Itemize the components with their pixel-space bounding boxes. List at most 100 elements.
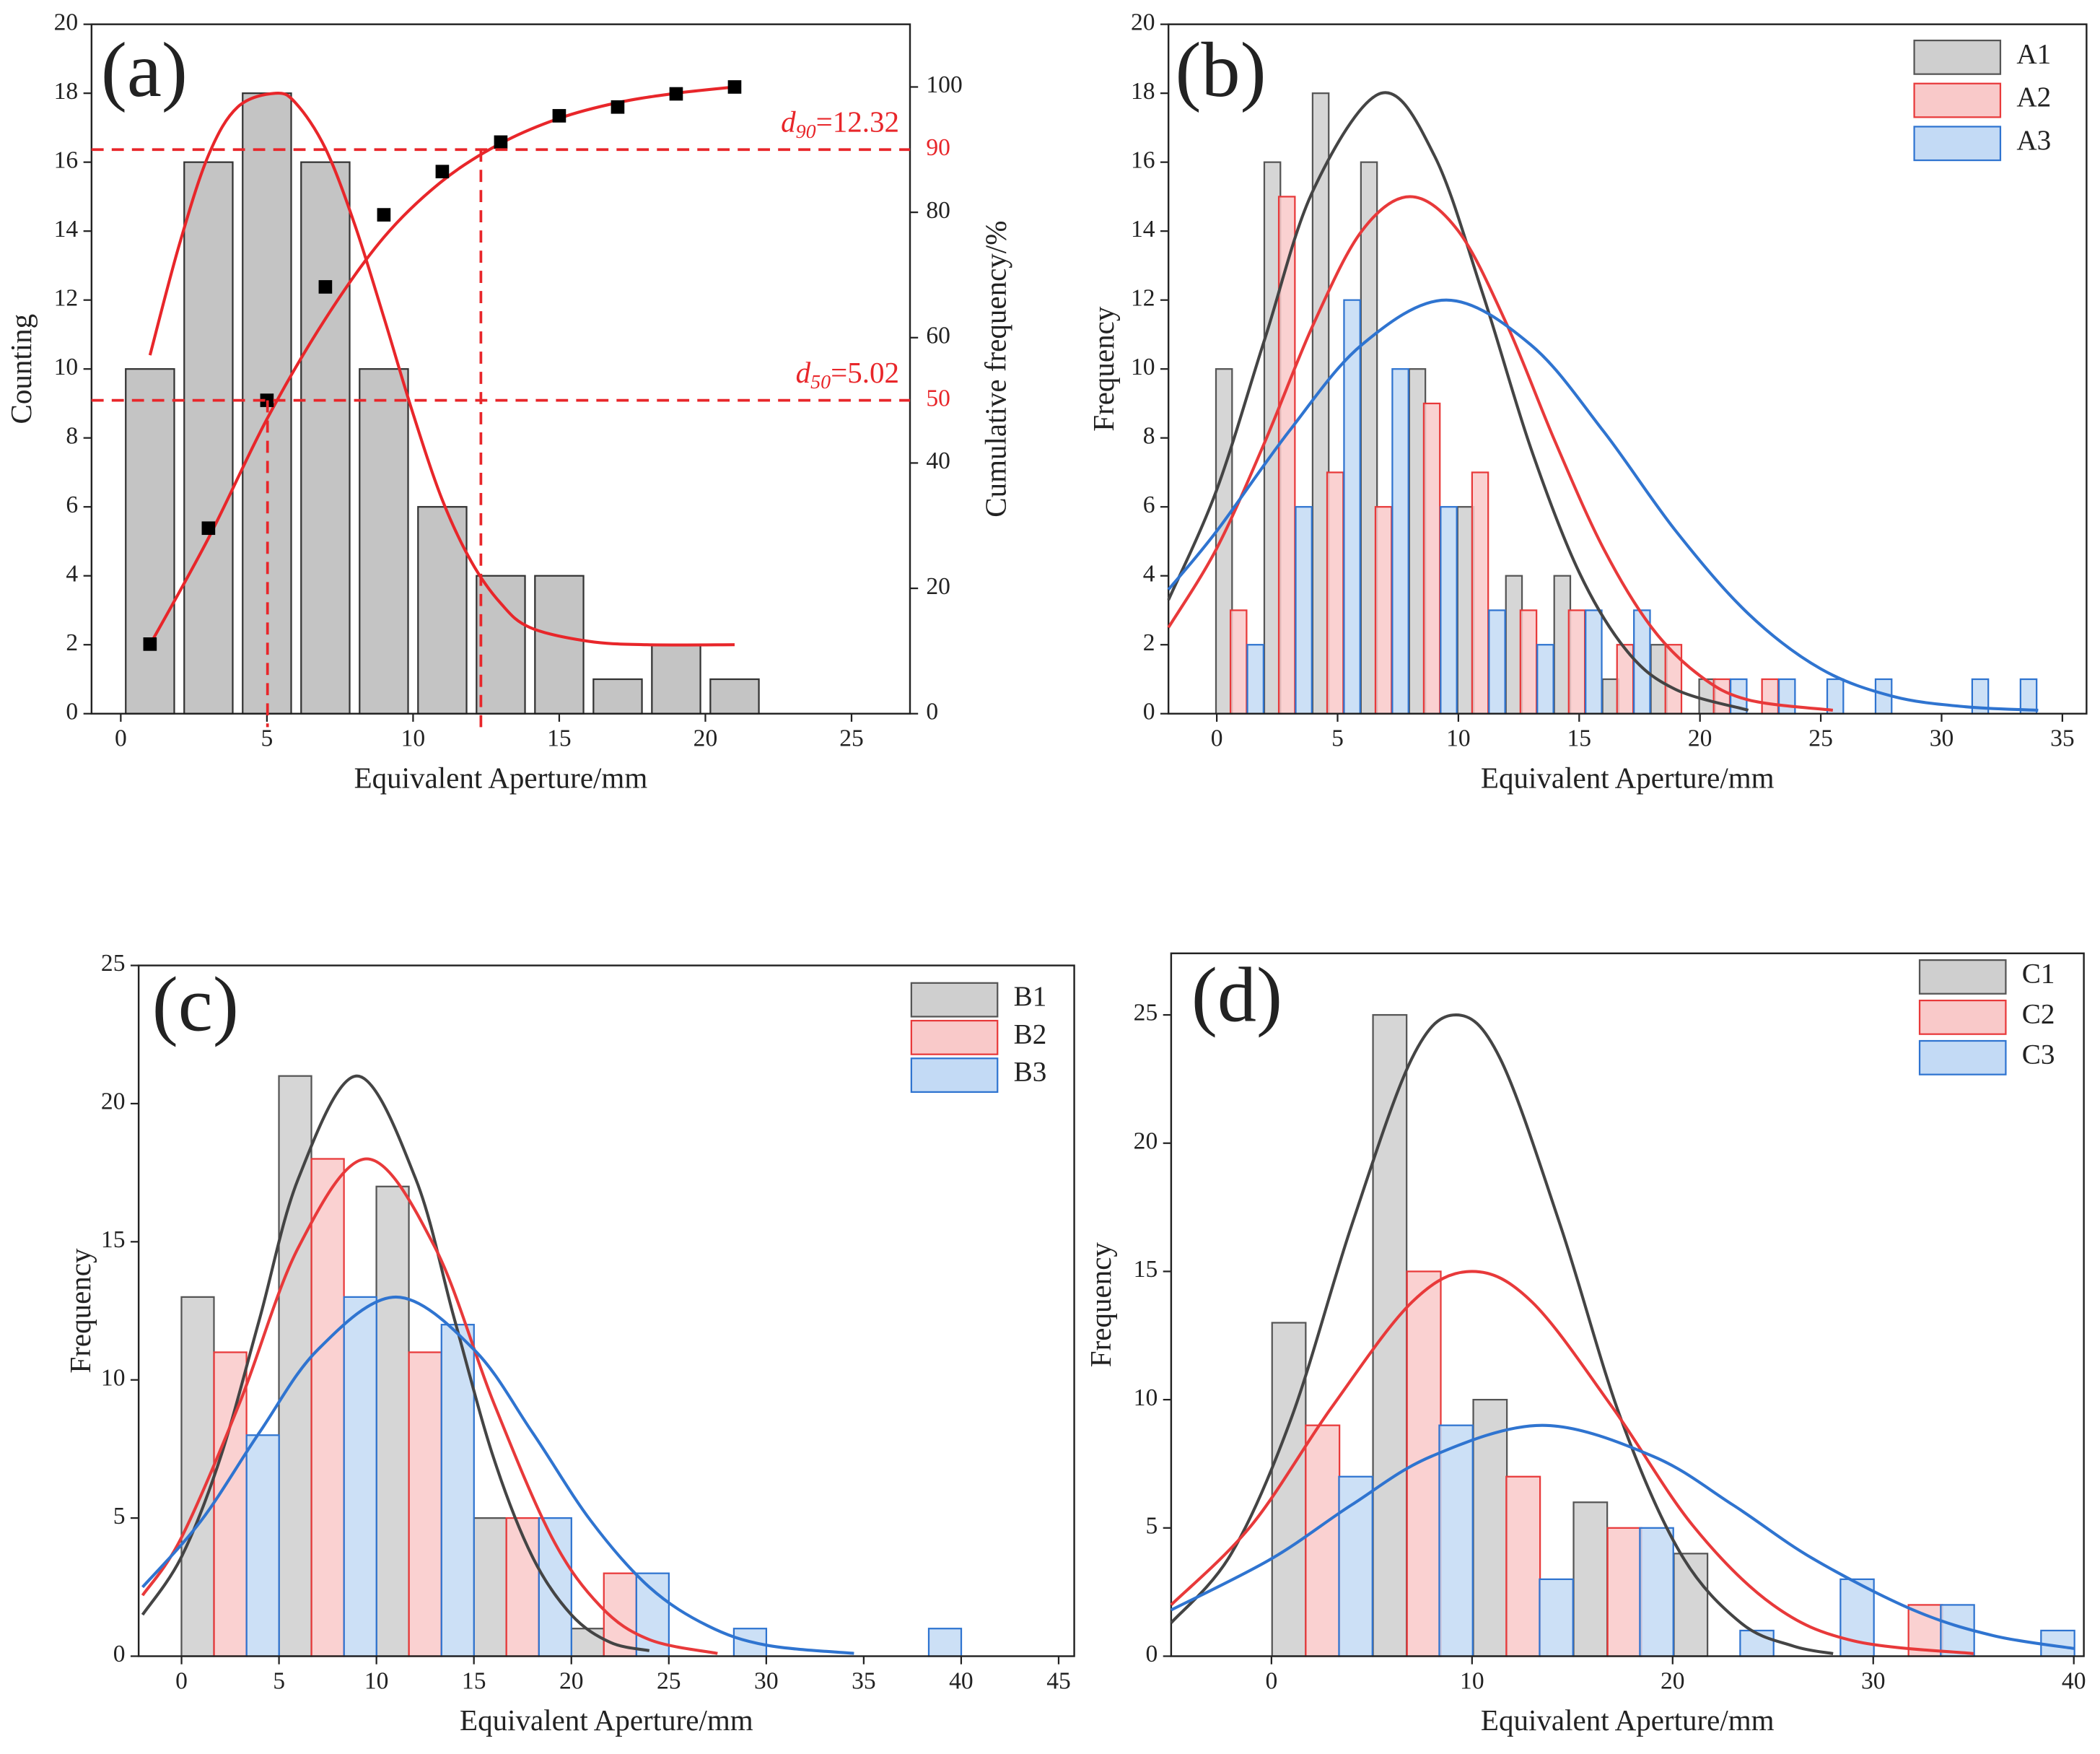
y-tick-label: 8 — [66, 422, 78, 449]
x-tick-label: 10 — [1460, 1668, 1484, 1695]
x-tick-label: 40 — [2062, 1668, 2086, 1695]
y-tick-label: 16 — [1131, 147, 1155, 173]
bar — [1712, 678, 1731, 715]
bar — [1305, 1424, 1341, 1657]
y-tick-label: 14 — [54, 216, 79, 243]
x-tick-label: 10 — [401, 725, 426, 752]
panel: 0 5 10 15 20 25 30 35 0 2 4 6 8 10 12 14 16 18 20 (b) Equiva… — [1087, 9, 2088, 794]
ref-label-text: =12.32 — [816, 105, 899, 139]
bar — [245, 1434, 280, 1657]
bar — [1277, 196, 1296, 715]
panel-label: (d) — [1191, 953, 1282, 1039]
legend-label: A2 — [2016, 82, 2051, 113]
x-tick-label: 25 — [657, 1668, 681, 1695]
bar — [1505, 1475, 1541, 1657]
bar — [1664, 644, 1683, 715]
y2-axis-title: Cumulative frequency/% — [979, 221, 1012, 518]
y-axis-title: Frequency — [1084, 1242, 1117, 1368]
y-tick-label: 8 — [1143, 422, 1155, 449]
bar — [417, 506, 468, 715]
y-tick-label: 12 — [1131, 284, 1155, 311]
y-tick-label: 2 — [66, 629, 78, 656]
x-tick-label: 35 — [852, 1668, 876, 1695]
legend-swatch — [1913, 82, 2002, 118]
scatter-point — [143, 637, 157, 651]
x-tick-label: 40 — [949, 1668, 974, 1695]
ref-label-symbol: d — [796, 356, 811, 389]
bar — [1472, 1399, 1508, 1657]
bar — [1343, 299, 1361, 715]
y-tick-label: 15 — [101, 1226, 126, 1253]
plot-frame — [137, 964, 1075, 1657]
bar — [375, 1185, 410, 1657]
x-tick-label: 15 — [547, 725, 572, 752]
y-tick-label: 18 — [1131, 78, 1155, 105]
bar — [1338, 1475, 1373, 1657]
x-tick-label: 10 — [1446, 725, 1471, 752]
bar — [1391, 368, 1409, 715]
y-axis-title: Frequency — [1087, 306, 1120, 432]
x-axis-title: Equivalent Aperture/mm — [1481, 761, 1775, 794]
scatter-point — [377, 208, 391, 222]
scatter-point — [611, 100, 625, 114]
fit-curve — [1167, 298, 2039, 712]
fit-curve — [1167, 195, 1834, 712]
y-tick-label: 14 — [1131, 216, 1155, 243]
scatter-point — [669, 87, 683, 101]
scatter-point — [552, 109, 566, 123]
y-tick-label: 12 — [54, 284, 79, 311]
bar — [343, 1296, 377, 1657]
ref-tick-label: 50 — [926, 385, 950, 411]
scatter-point — [727, 80, 742, 94]
fit-curve — [1170, 1013, 1834, 1655]
bar — [570, 1628, 605, 1657]
scatter-point — [494, 135, 508, 149]
y-tick-label: 0 — [1145, 1641, 1158, 1667]
y-axis-title: Frequency — [64, 1248, 97, 1374]
y-tick-label: 16 — [54, 147, 79, 173]
y-tick-label: 18 — [54, 78, 79, 105]
y-tick-label: 0 — [66, 698, 78, 725]
bar — [1471, 471, 1489, 715]
fit-curve — [141, 1074, 650, 1652]
y-tick-label: 6 — [66, 492, 78, 518]
legend-swatch — [1918, 959, 2007, 995]
x-tick-label: 25 — [839, 725, 864, 752]
ref-label: d90=12.32 — [781, 105, 899, 143]
x-tick-label: 0 — [175, 1668, 188, 1695]
x-axis-title: Equivalent Aperture/mm — [460, 1703, 753, 1737]
x-tick-label: 0 — [1211, 725, 1223, 752]
bar — [278, 1075, 312, 1657]
y-tick-label: 20 — [101, 1088, 126, 1115]
fit-curve — [141, 1157, 718, 1655]
legend-swatch — [1913, 39, 2002, 75]
bar — [1438, 1424, 1474, 1657]
x-tick-label: 35 — [2050, 725, 2075, 752]
ref-label-subscript: 90 — [796, 121, 816, 143]
bar — [1585, 609, 1603, 715]
bar — [1374, 506, 1393, 715]
y-tick-label: 20 — [54, 9, 79, 35]
scatter-point — [318, 280, 333, 294]
legend-swatch — [1913, 126, 2002, 162]
x-tick-label: 15 — [462, 1668, 486, 1695]
y2-tick-label: 0 — [926, 698, 938, 725]
x-tick-label: 20 — [1688, 725, 1712, 752]
bar — [1519, 609, 1538, 715]
x-tick-label: 25 — [1808, 725, 1833, 752]
y-tick-label: 0 — [1143, 698, 1155, 725]
y-tick-label: 10 — [101, 1364, 126, 1391]
legend-swatch — [1918, 999, 2007, 1035]
bar — [927, 1628, 963, 1657]
bar — [359, 368, 409, 715]
x-tick-label: 30 — [1861, 1668, 1886, 1695]
ref-label-subscript: 50 — [810, 372, 831, 394]
x-tick-label: 0 — [1265, 1668, 1277, 1695]
legend-label: A1 — [2016, 38, 2051, 69]
x-axis-title: Equivalent Aperture/mm — [1481, 1703, 1775, 1737]
panel-label: (c) — [152, 962, 239, 1048]
x-tick-label: 5 — [261, 725, 273, 752]
fit-curve — [148, 91, 735, 647]
